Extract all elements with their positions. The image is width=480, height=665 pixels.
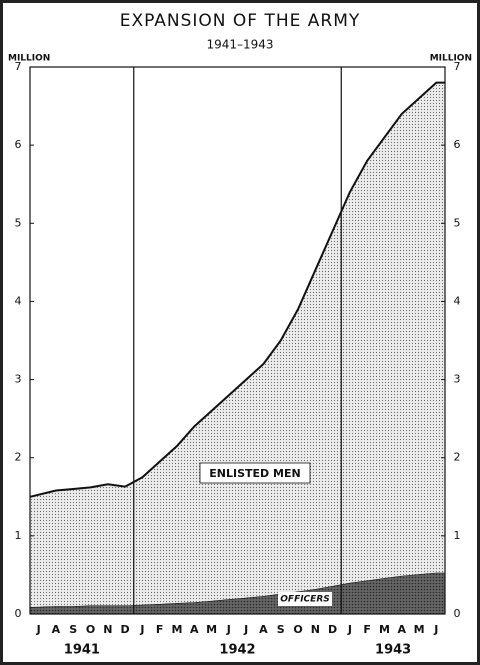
x-tick-label: A bbox=[52, 623, 61, 636]
x-tick-label: A bbox=[190, 623, 199, 636]
x-tick-label: A bbox=[398, 623, 407, 636]
x-tick-label: D bbox=[121, 623, 130, 636]
chart-subtitle: 1941–1943 bbox=[206, 38, 273, 52]
series-label-box bbox=[199, 462, 311, 484]
y-tick-label: 6 bbox=[15, 138, 22, 151]
x-tick-label: J bbox=[347, 623, 352, 636]
y2-tick-label: 4 bbox=[454, 294, 461, 307]
x-tick-label: F bbox=[156, 623, 164, 636]
year-label: 1942 bbox=[219, 643, 255, 658]
x-tick-label: N bbox=[311, 623, 320, 636]
x-tick-label: M bbox=[206, 623, 217, 636]
y-tick-label: 1 bbox=[15, 529, 22, 542]
x-tick-label: J bbox=[226, 623, 231, 636]
x-tick-label: O bbox=[86, 623, 95, 636]
x-tick-label: M bbox=[379, 623, 390, 636]
x-tick-label: J bbox=[243, 623, 248, 636]
y2-tick-label: 7 bbox=[454, 60, 461, 73]
x-tick-label: N bbox=[103, 623, 112, 636]
x-tick-label: S bbox=[69, 623, 77, 636]
chart-title: EXPANSION OF THE ARMY bbox=[120, 11, 361, 31]
series-label: ENLISTED MEN bbox=[209, 467, 300, 480]
x-tick-label: J bbox=[36, 623, 41, 636]
y-tick-label: 5 bbox=[15, 216, 22, 229]
y2-tick-label: 1 bbox=[454, 529, 461, 542]
x-tick-label: D bbox=[328, 623, 337, 636]
year-label: 1941 bbox=[64, 643, 100, 658]
area-top-line bbox=[29, 81, 445, 498]
x-tick-label: J bbox=[433, 623, 438, 636]
y2-axis-label: MILLION bbox=[430, 54, 472, 64]
x-tick-label: J bbox=[139, 623, 144, 636]
y-axis-label: MILLION bbox=[8, 54, 50, 64]
y-tick-label: 7 bbox=[15, 60, 22, 73]
y2-tick-label: 0 bbox=[454, 607, 461, 620]
y2-tick-label: 6 bbox=[454, 138, 461, 151]
x-tick-label: O bbox=[293, 623, 302, 636]
y2-tick-label: 5 bbox=[454, 216, 461, 229]
y2-tick-label: 3 bbox=[454, 373, 461, 386]
x-tick-label: F bbox=[363, 623, 371, 636]
year-label: 1943 bbox=[375, 643, 411, 658]
series-label: OFFICERS bbox=[280, 595, 329, 605]
y-tick-label: 4 bbox=[15, 294, 22, 307]
y2-tick-label: 2 bbox=[454, 451, 461, 464]
x-tick-label: S bbox=[277, 623, 285, 636]
y-tick-label: 0 bbox=[15, 607, 22, 620]
y-tick-label: 2 bbox=[15, 451, 22, 464]
x-tick-label: M bbox=[414, 623, 425, 636]
x-tick-label: M bbox=[172, 623, 183, 636]
y-tick-label: 3 bbox=[15, 373, 22, 386]
series-label-box bbox=[278, 592, 332, 606]
plot-frame bbox=[29, 66, 446, 615]
x-tick-label: A bbox=[259, 623, 268, 636]
